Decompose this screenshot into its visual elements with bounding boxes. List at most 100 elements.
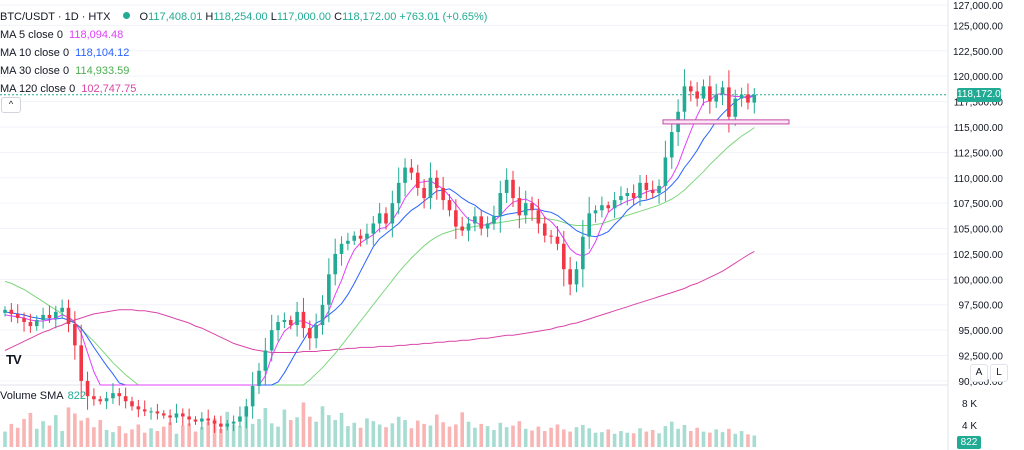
candle-body [174,413,179,418]
auto-scale-button[interactable]: A [970,364,988,382]
candle-body [339,243,344,254]
candle-body [66,307,71,325]
volume-bar [130,429,134,447]
price-tick-label: 125,000.00 [953,21,1003,32]
indicator-ma30[interactable]: MA 30 close 0 114,933.59 [0,62,487,80]
volume-bar [288,420,293,447]
volume-bar [295,417,299,447]
candle-body [22,317,26,323]
candle-body [403,167,407,183]
volume-bar [174,433,179,447]
volume-legend[interactable]: Volume SMA 822 [0,390,86,402]
volume-bar [85,417,90,447]
high-label: H [205,11,214,23]
volume-bar [536,426,541,447]
candle-body [396,182,401,204]
candle-body [536,210,541,224]
volume-bar [244,415,249,447]
price-tick-label: 102,500.00 [953,250,1003,261]
volume-bar [79,420,83,447]
volume-bar [549,427,553,447]
volume-bar [669,421,674,447]
volume-bar [377,424,382,447]
volume-bar [650,429,655,447]
price-tick-label: 112,500.00 [954,148,1004,159]
candle-body [327,274,331,305]
volume-bar [631,433,636,447]
log-scale-button[interactable]: L [990,364,1008,382]
volume-bar [600,432,604,447]
ma10-line [4,94,755,386]
volume-bar [142,432,147,447]
candle-body [663,157,668,186]
volume-bar [327,415,331,447]
candle-body [600,205,604,211]
candle-body [479,216,484,229]
candle-body [657,185,661,194]
candle-body [111,393,115,399]
volume-bar [15,427,20,447]
candle-body [219,423,223,427]
volume-bar [219,428,223,447]
candle-body [739,94,744,99]
volume-bar [415,420,420,447]
volume-bar [250,423,255,447]
volume-bar [161,426,166,447]
volume-bar [689,431,693,447]
collapse-legend-button[interactable]: ^ [1,97,21,113]
symbol-title[interactable]: BTC/USDT · 1D · HTX [0,11,111,23]
volume-bar [66,407,71,447]
candle-body [282,319,287,323]
volume-bar [708,432,712,447]
price-tick-label: 115,000.00 [954,123,1004,134]
candle-body [377,213,382,224]
low-label: L [270,11,277,23]
candle-body [669,132,674,158]
volume-bar [181,425,185,447]
price-range-box[interactable] [662,119,790,125]
volume-bar [682,425,687,447]
candle-body [155,411,160,414]
indicator-ma5[interactable]: MA 5 close 0 118,094.48 [0,26,487,44]
candle-body [631,193,636,199]
candle-body [498,193,503,217]
indicator-label: MA 30 close 0 [0,65,70,77]
candle-body [130,401,134,407]
candle-body [682,86,687,112]
candle-body [441,187,445,201]
candle-body [117,393,122,397]
volume-bar [136,424,141,447]
candle-body [54,311,58,318]
volume-bar [701,431,706,447]
candle-body [41,314,45,320]
candle-body [269,330,274,351]
candle-body [168,415,172,418]
candle-body [523,203,528,216]
indicator-ma10[interactable]: MA 10 close 0 118,104.12 [0,44,487,62]
volume-bar [562,429,566,447]
change-value: +763.01 (+0.65%) [399,11,488,23]
candle-body [593,210,598,214]
candle-body [73,324,77,346]
indicator-label: MA 5 close 0 [0,29,63,41]
price-axis[interactable]: 127,000.00 125,000.00 122,500.00 120,000.00… [953,1,1003,388]
candle-body [650,189,655,194]
candle-body [409,167,414,173]
candle-body [142,409,147,412]
indicator-label: MA 120 close 0 [0,83,76,95]
volume-bar [555,424,560,447]
volume-bar [396,416,401,447]
candle-body [625,193,630,197]
volume-bar [257,418,261,447]
candle-body [492,216,496,224]
indicator-ma120[interactable]: MA 120 close 0 102,747.75 [0,80,487,98]
candle-body [619,196,623,201]
candle-body [415,172,420,188]
volume-bar [454,424,458,447]
candle-body [9,309,14,314]
volume-bar [739,431,744,447]
volume-bar [9,423,14,447]
volume-bar [384,427,388,447]
volume-bar [422,423,426,447]
